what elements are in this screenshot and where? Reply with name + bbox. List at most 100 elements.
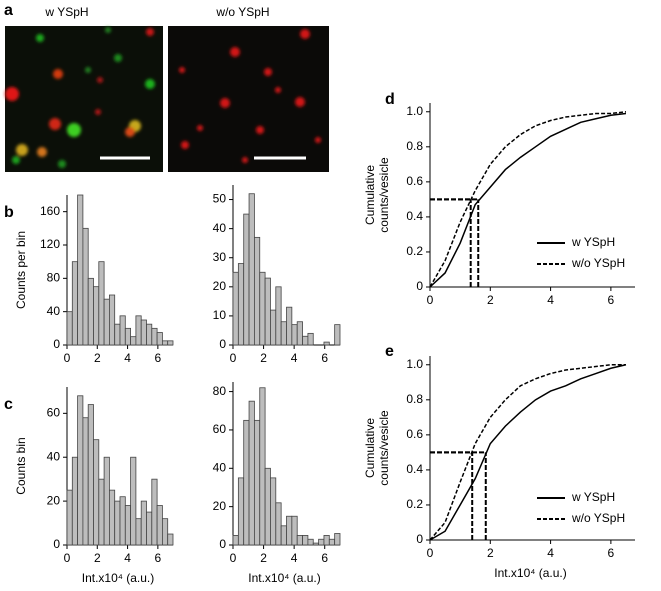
- bar: [167, 533, 174, 546]
- bar: [71, 261, 79, 346]
- bar: [103, 456, 110, 546]
- bar: [114, 500, 121, 546]
- y-tick-label: 0: [416, 532, 423, 546]
- bar: [93, 439, 100, 546]
- bar: [291, 515, 298, 546]
- bar: [135, 315, 142, 346]
- image-label: w YSpH: [44, 5, 88, 19]
- bar: [71, 456, 79, 546]
- bar: [323, 341, 330, 346]
- bar: [264, 277, 271, 346]
- bar: [109, 294, 116, 346]
- bar: [77, 194, 84, 346]
- x-axis-label: Int.x10⁴ (a.u.): [248, 571, 321, 585]
- bar: [280, 525, 287, 546]
- bar: [140, 319, 147, 346]
- bar: [307, 538, 314, 546]
- bar: [248, 193, 255, 346]
- bar: [334, 533, 341, 546]
- bar: [286, 515, 293, 546]
- y-tick-label: 60: [213, 422, 227, 436]
- x-tick-label: 4: [291, 351, 298, 365]
- y-tick-label: 0.4: [406, 209, 423, 223]
- bar: [243, 213, 250, 346]
- x-tick-label: 2: [487, 293, 494, 307]
- bar: [248, 400, 255, 546]
- image-label: w/o YSpH: [215, 5, 269, 19]
- x-tick-label: 0: [230, 551, 237, 565]
- x-tick-label: 4: [547, 546, 554, 560]
- y-tick-label: 60: [47, 406, 61, 420]
- bar: [275, 502, 282, 546]
- bar: [109, 489, 116, 546]
- y-axis-label: Cumulative: [363, 165, 377, 225]
- x-tick-label: 4: [124, 351, 131, 365]
- line: [429, 112, 627, 288]
- bar: [87, 404, 94, 546]
- bar: [296, 321, 303, 346]
- y-tick-label: 50: [213, 192, 227, 206]
- panel-letter: c: [4, 396, 13, 413]
- bar: [82, 227, 89, 346]
- x-tick-label: 2: [94, 351, 101, 365]
- bar: [135, 518, 142, 546]
- y-tick-label: 20: [213, 279, 227, 293]
- bar: [156, 505, 163, 546]
- bar: [98, 261, 105, 346]
- bar: [253, 419, 261, 546]
- x-axis-label: Int.x10⁴ (a.u.): [494, 566, 567, 580]
- panel-letter: b: [4, 204, 14, 221]
- bar: [296, 535, 303, 546]
- bar: [323, 535, 330, 546]
- y-tick-label: 40: [47, 304, 61, 318]
- x-axis-label: Int.x10⁴ (a.u.): [82, 571, 155, 585]
- bar: [130, 456, 137, 546]
- x-tick-label: 6: [608, 546, 615, 560]
- bar: [93, 286, 100, 346]
- x-tick-label: 2: [260, 551, 267, 565]
- bar: [161, 340, 169, 346]
- bar: [318, 538, 325, 546]
- x-tick-label: 4: [547, 293, 554, 307]
- bar: [232, 535, 239, 546]
- bar: [146, 511, 153, 546]
- y-axis-label: counts/vesicle: [377, 410, 391, 486]
- bar: [312, 542, 319, 546]
- legend-label: w YSpH: [571, 490, 615, 504]
- y-tick-label: 80: [213, 384, 227, 398]
- legend-label: w YSpH: [571, 235, 615, 249]
- y-tick-label: 0.2: [406, 244, 423, 258]
- bar: [167, 340, 174, 346]
- x-tick-label: 2: [260, 351, 267, 365]
- y-tick-label: 80: [47, 271, 61, 285]
- y-tick-label: 0: [53, 337, 60, 351]
- y-tick-label: 0: [53, 537, 60, 551]
- x-tick-label: 0: [427, 293, 434, 307]
- bar: [114, 323, 121, 346]
- bar: [77, 395, 84, 546]
- bar: [66, 311, 73, 346]
- bar: [328, 538, 336, 546]
- bar: [119, 315, 126, 346]
- bar: [307, 332, 314, 346]
- bar: [253, 236, 261, 346]
- y-axis-label: Cumulative: [363, 418, 377, 478]
- bar: [334, 324, 341, 346]
- x-tick-label: 0: [230, 351, 237, 365]
- y-tick-label: 30: [213, 250, 227, 264]
- y-tick-label: 0: [219, 537, 226, 551]
- x-tick-label: 0: [427, 546, 434, 560]
- bar: [243, 419, 250, 546]
- bar: [280, 321, 287, 346]
- y-axis-label: Counts per bin: [14, 231, 28, 309]
- y-tick-label: 40: [213, 221, 227, 235]
- y-tick-label: 0.4: [406, 462, 423, 476]
- bar: [156, 332, 163, 346]
- y-tick-label: 10: [213, 308, 227, 322]
- x-tick-label: 4: [291, 551, 298, 565]
- x-tick-label: 0: [64, 551, 71, 565]
- bar: [140, 500, 147, 546]
- bar: [146, 323, 153, 346]
- legend-label: w/o YSpH: [571, 256, 625, 270]
- bar: [259, 271, 266, 346]
